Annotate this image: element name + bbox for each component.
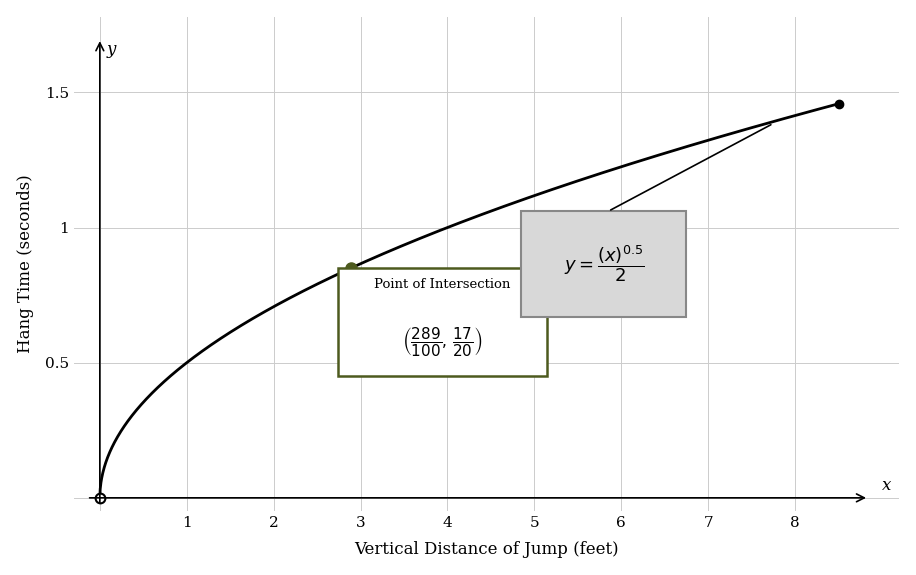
Text: Point of Intersection: Point of Intersection: [374, 278, 510, 290]
Text: x: x: [882, 477, 891, 494]
X-axis label: Vertical Distance of Jump (feet): Vertical Distance of Jump (feet): [354, 541, 619, 558]
FancyBboxPatch shape: [338, 268, 547, 376]
Text: $\left(\dfrac{289}{100},\,\dfrac{17}{20}\right)$: $\left(\dfrac{289}{100},\,\dfrac{17}{20}…: [402, 324, 483, 358]
FancyBboxPatch shape: [521, 211, 686, 317]
Y-axis label: Hang Time (seconds): Hang Time (seconds): [16, 175, 34, 354]
Text: $y = \dfrac{(x)^{0.5}}{2}$: $y = \dfrac{(x)^{0.5}}{2}$: [563, 244, 644, 285]
Text: y: y: [107, 41, 116, 58]
